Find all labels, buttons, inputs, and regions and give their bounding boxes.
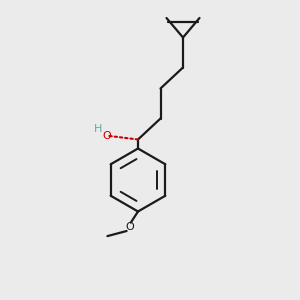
- Text: O: O: [102, 130, 111, 141]
- Text: H: H: [94, 124, 102, 134]
- Text: O: O: [125, 222, 134, 233]
